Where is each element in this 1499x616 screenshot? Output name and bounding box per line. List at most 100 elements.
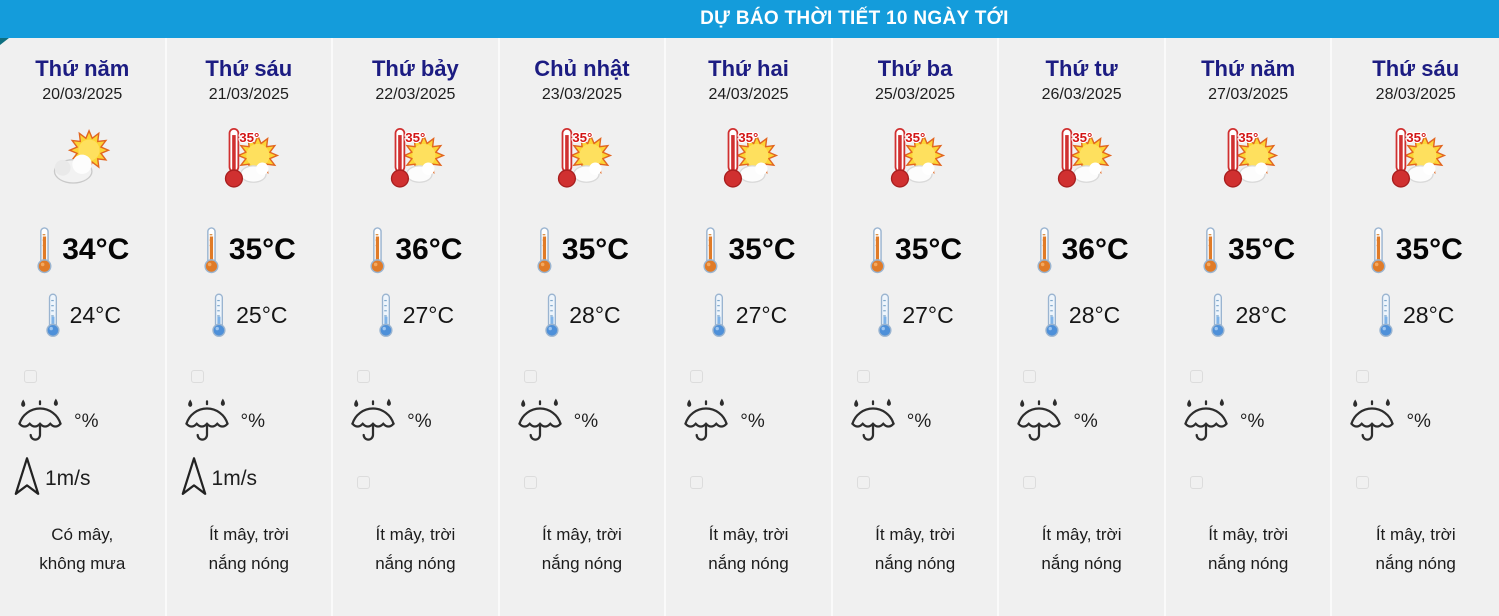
wind-row bbox=[346, 457, 498, 501]
high-temperature: 35°C bbox=[728, 233, 796, 266]
rain-probability-value: °% bbox=[240, 411, 266, 432]
hot-sun-thermometer-icon: 35° bbox=[890, 127, 946, 188]
placeholder-icon bbox=[1356, 370, 1370, 383]
forecast-header-band: DỰ BÁO THỜI TIẾT 10 NGÀY TỚI bbox=[0, 0, 1499, 45]
placeholder-icon bbox=[357, 370, 371, 383]
wind-speed: 1m/s bbox=[45, 467, 91, 490]
header-fold-decoration bbox=[0, 38, 9, 45]
low-temperature-row: 25°C bbox=[167, 290, 332, 340]
day-name: Thứ năm bbox=[35, 56, 130, 81]
forecast-day-column[interactable]: Chủ nhật 23/03/2025 35° bbox=[500, 38, 667, 616]
thermometer-cold-icon bbox=[377, 290, 394, 340]
placeholder-icon bbox=[523, 475, 537, 489]
wind-row: 1m/s bbox=[13, 456, 165, 503]
forecast-day-column[interactable]: Thứ hai 24/03/2025 35° bbox=[666, 38, 833, 616]
day-name: Thứ sáu bbox=[1372, 56, 1460, 81]
thermometer-hot-icon bbox=[368, 224, 386, 276]
hot-sun-thermometer-icon: 35° bbox=[391, 127, 446, 188]
low-temperature: 25°C bbox=[236, 301, 288, 328]
high-temperature: 35°C bbox=[561, 233, 629, 266]
forecast-day-column[interactable]: Thứ ba 25/03/2025 35° 3 bbox=[833, 38, 1000, 616]
rain-probability-row: °% bbox=[1344, 396, 1499, 448]
forecast-title: DỰ BÁO THỜI TIẾT 10 NGÀY TỚI bbox=[700, 8, 1009, 29]
thermometer-hot-icon bbox=[1035, 224, 1053, 276]
umbrella-rain-icon bbox=[678, 394, 734, 451]
thermometer-hot-icon bbox=[701, 224, 719, 276]
day-date: 22/03/2025 bbox=[375, 86, 456, 103]
forecast-day-column[interactable]: Thứ sáu 28/03/2025 35° bbox=[1332, 38, 1499, 616]
weather-condition-icon: 35° bbox=[1166, 118, 1331, 200]
forecast-day-column[interactable]: Thứ năm 20/03/2025 34°C bbox=[0, 38, 167, 616]
low-temperature: 28°C bbox=[1235, 301, 1287, 328]
hot-sun-thermometer-icon: 35° bbox=[724, 127, 779, 188]
low-temperature: 27°C bbox=[902, 301, 954, 328]
thermometer-hot-icon bbox=[202, 224, 220, 276]
rain-probability-row: °% bbox=[1178, 396, 1331, 448]
hot-sun-thermometer-icon: 35° bbox=[1391, 127, 1446, 188]
weather-condition-icon: 35° bbox=[999, 118, 1164, 200]
weather-description: Ít mây, trời nắng nóng bbox=[708, 525, 789, 573]
high-temperature: 36°C bbox=[1061, 233, 1129, 266]
wind-row bbox=[513, 457, 665, 501]
day-date: 26/03/2025 bbox=[1041, 86, 1122, 103]
forecast-day-column[interactable]: Thứ sáu 21/03/2025 35° bbox=[167, 38, 334, 616]
placeholder-icon bbox=[1023, 370, 1037, 383]
rain-probability-value: °% bbox=[1073, 411, 1098, 432]
weather-description: Ít mây, trời nắng nóng bbox=[541, 525, 623, 573]
weather-condition-icon: 35° bbox=[167, 118, 332, 200]
low-temperature-row: 28°C bbox=[1332, 290, 1499, 340]
placeholder-icon bbox=[690, 475, 704, 489]
rain-probability-row: °% bbox=[1011, 396, 1164, 448]
thermometer-hot-icon bbox=[35, 224, 53, 276]
svg-text:35°: 35° bbox=[406, 130, 426, 145]
svg-text:35°: 35° bbox=[239, 130, 259, 145]
placeholder-icon bbox=[690, 370, 704, 383]
rain-probability-value: °% bbox=[740, 411, 765, 432]
thermometer-cold-icon bbox=[1377, 290, 1394, 340]
low-temperature: 27°C bbox=[735, 301, 788, 328]
rain-probability-row: °% bbox=[345, 396, 498, 448]
umbrella-rain-icon bbox=[1344, 394, 1400, 451]
high-temperature-row: 35°C bbox=[1166, 224, 1331, 276]
weather-description: Ít mây, trời nắng nóng bbox=[208, 525, 290, 573]
high-temperature: 34°C bbox=[62, 233, 130, 266]
weather-description: Ít mây, trời nắng nóng bbox=[375, 525, 456, 573]
weather-condition-icon: 35° bbox=[666, 118, 831, 200]
day-date: 25/03/2025 bbox=[875, 86, 956, 103]
day-name: Thứ ba bbox=[877, 56, 953, 81]
thermometer-cold-icon bbox=[710, 290, 727, 340]
placeholder-icon bbox=[523, 370, 537, 383]
low-temperature: 28°C bbox=[1068, 301, 1121, 328]
low-temperature-row: 28°C bbox=[999, 290, 1164, 340]
rain-probability-row: °% bbox=[845, 396, 998, 448]
thermometer-hot-icon bbox=[535, 224, 553, 276]
high-temperature: 35°C bbox=[895, 233, 963, 266]
forecast-day-column[interactable]: Thứ tư 26/03/2025 35° 3 bbox=[999, 38, 1166, 616]
wind-direction-arrow-icon bbox=[13, 456, 41, 503]
day-name: Thứ sáu bbox=[205, 56, 293, 81]
low-temperature: 28°C bbox=[1403, 301, 1455, 328]
hot-sun-thermometer-icon: 35° bbox=[1224, 127, 1279, 188]
high-temperature-row: 35°C bbox=[500, 224, 665, 276]
hot-sun-thermometer-icon: 35° bbox=[224, 127, 280, 188]
weather-condition-icon: 35° bbox=[500, 118, 665, 200]
rain-probability-value: °% bbox=[74, 411, 99, 432]
day-date: 24/03/2025 bbox=[708, 86, 789, 103]
forecast-day-column[interactable]: Thứ bảy 22/03/2025 35° bbox=[333, 38, 500, 616]
day-name: Thứ bảy bbox=[371, 56, 459, 81]
day-date: 21/03/2025 bbox=[208, 86, 289, 103]
placeholder-icon bbox=[1189, 370, 1203, 383]
wind-speed: 1m/s bbox=[211, 467, 258, 490]
placeholder-icon bbox=[357, 475, 371, 489]
wind-row bbox=[1012, 457, 1164, 501]
thermometer-hot-icon bbox=[1369, 224, 1387, 276]
day-name: Thứ năm bbox=[1201, 56, 1296, 81]
wind-direction-arrow-icon bbox=[180, 456, 208, 503]
high-temperature: 36°C bbox=[395, 233, 463, 266]
forecast-day-column[interactable]: Thứ năm 27/03/2025 35° bbox=[1166, 38, 1333, 616]
svg-text:35°: 35° bbox=[739, 130, 759, 145]
placeholder-icon bbox=[190, 370, 204, 383]
rain-probability-value: °% bbox=[573, 411, 599, 432]
umbrella-rain-icon bbox=[845, 394, 901, 451]
day-date: 27/03/2025 bbox=[1208, 86, 1289, 103]
